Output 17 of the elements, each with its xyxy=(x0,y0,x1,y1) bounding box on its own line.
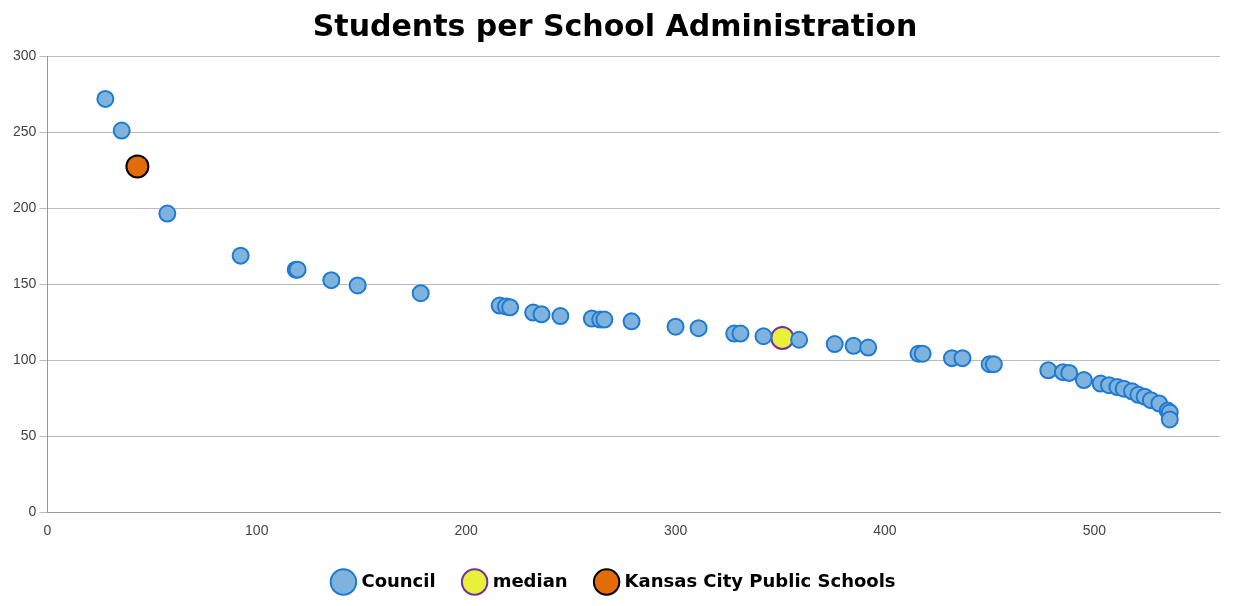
y-tick-label: 250 xyxy=(13,122,37,139)
legend-label: median xyxy=(492,569,568,591)
y-tick-label: 150 xyxy=(13,274,37,291)
y-tick-label: 0 xyxy=(28,503,37,520)
legend-label: Kansas City Public Schools xyxy=(624,569,896,591)
x-tick-label: 400 xyxy=(873,522,897,539)
x-tick-label: 500 xyxy=(1082,522,1107,539)
x-tick-label: 0 xyxy=(43,522,52,539)
legend-label: Council xyxy=(361,569,436,591)
y-tick-label: 200 xyxy=(13,198,37,215)
x-tick-label: 300 xyxy=(663,522,688,539)
y-tick-label: 100 xyxy=(13,350,37,367)
chart-title: Students per School Administration xyxy=(312,7,918,43)
x-tick-label: 200 xyxy=(454,522,479,539)
y-tick-label: 300 xyxy=(13,46,37,63)
y-tick-label: 50 xyxy=(20,427,37,444)
x-tick-label: 100 xyxy=(245,522,269,539)
